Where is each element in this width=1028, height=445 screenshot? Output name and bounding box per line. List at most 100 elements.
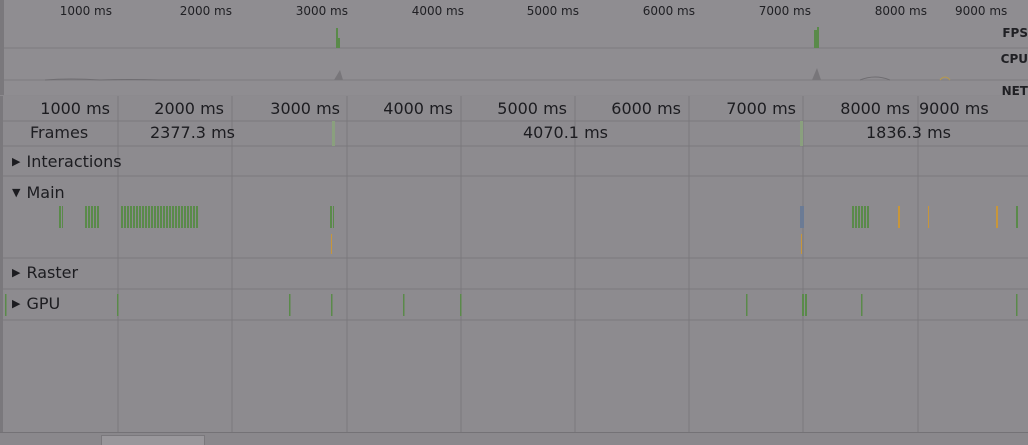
main-event — [800, 206, 804, 228]
gpu-event — [289, 294, 291, 316]
main-event — [169, 206, 171, 228]
timeline-time-2000: 2000 ms — [154, 99, 224, 118]
main-event — [94, 206, 96, 228]
overview-time-8000: 8000 ms — [874, 4, 927, 18]
main-event — [175, 206, 177, 228]
fps-spike-1 — [336, 28, 338, 48]
track-gpu-label: GPU — [26, 294, 61, 313]
frame-duration-1: 2377.3 ms — [150, 123, 235, 142]
overview-time-5000: 5000 ms — [526, 4, 579, 18]
main-event — [142, 206, 144, 228]
main-event — [127, 206, 129, 228]
gpu-event — [331, 294, 333, 316]
main-event — [133, 206, 135, 228]
gpu-event — [403, 294, 405, 316]
timeline-time-9000: 9000 ms — [919, 99, 989, 118]
main-event — [59, 206, 61, 228]
overview-time-6000: 6000 ms — [642, 4, 695, 18]
main-event — [154, 206, 156, 228]
timeline-grid — [0, 96, 1028, 432]
track-main-label: Main — [26, 183, 65, 202]
left-edge — [0, 96, 3, 432]
main-event-small — [331, 234, 332, 254]
frame-duration-2: 4070.1 ms — [523, 123, 608, 142]
expand-triangle-icon[interactable]: ▶ — [12, 266, 21, 279]
main-event — [91, 206, 93, 228]
frames-label: Frames — [30, 123, 89, 142]
main-event — [97, 206, 99, 228]
main-event — [178, 206, 180, 228]
timeline-time-8000: 8000 ms — [840, 99, 910, 118]
track-interactions-label: Interactions — [26, 152, 122, 171]
track-interactions[interactable]: ▶ Interactions — [12, 152, 122, 171]
main-event — [187, 206, 189, 228]
bottom-bar — [0, 432, 1028, 445]
gpu-event — [5, 294, 7, 316]
main-event — [157, 206, 159, 228]
main-event-small — [801, 234, 802, 254]
cpu-spike-2 — [812, 68, 821, 80]
fps-spike-2 — [814, 30, 817, 48]
frame-marker — [332, 121, 335, 146]
overview-time-9000: 9000 ms — [955, 4, 1008, 18]
timeline-time-6000: 6000 ms — [611, 99, 681, 118]
main-event — [88, 206, 90, 228]
overview-time-1000: 1000 ms — [59, 4, 112, 18]
main-event — [333, 206, 334, 228]
gpu-event — [802, 294, 804, 316]
cpu-spike-1 — [334, 70, 343, 80]
main-event — [62, 206, 63, 228]
main-event — [163, 206, 165, 228]
main-event — [852, 206, 854, 228]
overview-graph — [0, 0, 1028, 95]
main-event — [190, 206, 192, 228]
track-main[interactable]: ▼ Main — [12, 183, 65, 202]
cpu-label: CPU — [1000, 52, 1028, 66]
main-event — [196, 206, 198, 228]
timeline-panel[interactable]: 1000 ms 2000 ms 3000 ms 4000 ms 5000 ms … — [0, 96, 1028, 432]
main-event — [139, 206, 141, 228]
gpu-event — [1016, 294, 1018, 316]
main-event — [85, 206, 87, 228]
overview-time-4000: 4000 ms — [411, 4, 464, 18]
net-bump-1 — [859, 76, 891, 81]
expand-triangle-icon[interactable]: ▶ — [12, 297, 21, 310]
main-event — [181, 206, 183, 228]
main-event — [148, 206, 150, 228]
timeline-time-7000: 7000 ms — [726, 99, 796, 118]
timeline-time-3000: 3000 ms — [270, 99, 340, 118]
bottom-tab[interactable] — [101, 435, 205, 445]
fps-label: FPS — [1002, 26, 1028, 40]
collapse-triangle-icon[interactable]: ▼ — [12, 186, 21, 199]
fps-spike-2b — [817, 27, 819, 48]
main-event — [898, 206, 900, 228]
timeline-time-5000: 5000 ms — [497, 99, 567, 118]
main-event — [928, 206, 929, 228]
net-bump-2 — [939, 76, 951, 81]
gpu-event — [460, 294, 462, 316]
track-raster[interactable]: ▶ Raster — [12, 263, 78, 282]
overview-panel[interactable]: 1000 ms 2000 ms 3000 ms 4000 ms 5000 ms … — [0, 0, 1028, 98]
timeline-time-1000: 1000 ms — [40, 99, 110, 118]
main-event — [861, 206, 863, 228]
main-event — [867, 206, 869, 228]
main-event — [330, 206, 332, 228]
main-event — [166, 206, 168, 228]
main-event — [1016, 206, 1018, 228]
main-event — [996, 206, 998, 228]
main-event — [172, 206, 174, 228]
main-event — [151, 206, 153, 228]
expand-triangle-icon[interactable]: ▶ — [12, 155, 21, 168]
overview-time-3000: 3000 ms — [295, 4, 348, 18]
track-gpu[interactable]: ▶ GPU — [12, 294, 60, 313]
main-event — [184, 206, 186, 228]
gpu-event — [746, 294, 748, 316]
main-event — [130, 206, 132, 228]
main-event — [121, 206, 123, 228]
main-event — [160, 206, 162, 228]
net-label: NET — [1001, 84, 1028, 98]
overview-time-2000: 2000 ms — [179, 4, 232, 18]
main-event — [193, 206, 195, 228]
main-event — [858, 206, 860, 228]
timeline-time-4000: 4000 ms — [383, 99, 453, 118]
